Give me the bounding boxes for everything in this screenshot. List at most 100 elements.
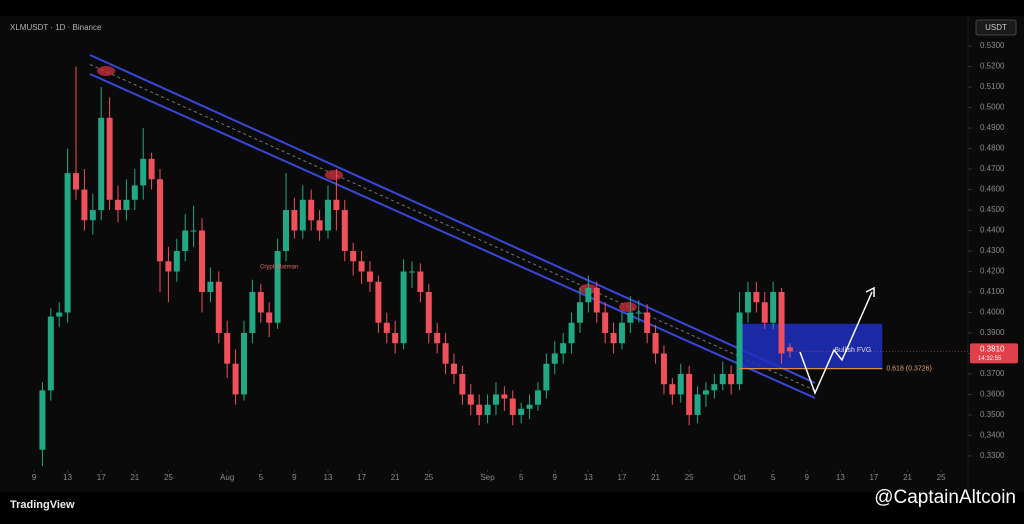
- y-tick-label: 0.4200: [980, 267, 1005, 276]
- x-tick-label: 17: [97, 473, 106, 482]
- candle-body: [73, 173, 80, 190]
- y-tick-label: 0.3600: [980, 390, 1005, 399]
- candle-body: [64, 173, 71, 313]
- candle-body: [551, 353, 558, 364]
- candle-body: [148, 158, 155, 180]
- candle-body: [702, 390, 709, 395]
- candle-body: [299, 199, 306, 231]
- last-price: 0.3810: [980, 345, 1005, 354]
- candle-body: [190, 230, 197, 232]
- candle-body: [560, 343, 567, 354]
- candle-body: [316, 220, 323, 231]
- candle-body: [652, 332, 659, 354]
- candle-body: [106, 117, 113, 200]
- channel-lower: [89, 73, 816, 399]
- channel-upper: [89, 54, 816, 384]
- candle-body: [366, 271, 373, 282]
- candle-body: [207, 281, 214, 292]
- y-tick-label: 0.5100: [980, 82, 1005, 91]
- y-tick-label: 0.3700: [980, 369, 1005, 378]
- fvg-zone: [739, 323, 883, 369]
- candle-body: [753, 291, 760, 303]
- credit: @CaptainAltcoin: [874, 487, 1016, 508]
- fvg-label: Bullish FVG: [834, 347, 871, 354]
- candle-body: [400, 271, 407, 344]
- x-tick-label: 21: [130, 473, 139, 482]
- candle-body: [786, 347, 793, 352]
- candle-body: [576, 302, 583, 323]
- x-tick-label: 13: [324, 473, 333, 482]
- candle-body: [761, 302, 768, 323]
- candle-body: [182, 230, 189, 252]
- author-tag: CryptoBatman: [260, 265, 298, 271]
- chart-title: XLMUSDT · 1D · Binance: [10, 23, 102, 32]
- candle-body: [618, 322, 625, 344]
- candle-body: [232, 363, 239, 395]
- candle-body: [509, 398, 516, 415]
- candle-body: [215, 281, 222, 333]
- projection-arrow: [799, 291, 873, 396]
- candle-body: [165, 261, 172, 272]
- candle-body: [392, 332, 399, 344]
- candle-body: [484, 404, 491, 415]
- candle-body: [282, 210, 289, 252]
- x-tick-label: Aug: [220, 473, 234, 482]
- x-tick-label: 5: [519, 473, 524, 482]
- candle-body: [719, 373, 726, 385]
- y-tick-label: 0.4500: [980, 205, 1005, 214]
- x-tick-label: 5: [259, 473, 264, 482]
- x-tick-label: 9: [805, 473, 810, 482]
- candle-body: [291, 210, 298, 231]
- candle-body: [39, 390, 46, 450]
- candle-body: [341, 210, 348, 252]
- candle-body: [98, 117, 105, 211]
- y-tick-label: 0.3400: [980, 431, 1005, 440]
- candle-body: [660, 353, 667, 385]
- candle-body: [173, 251, 180, 272]
- candle-body: [266, 312, 273, 323]
- y-tick-label: 0.5000: [980, 103, 1005, 112]
- platform-logo: TradingView: [10, 499, 75, 511]
- y-tick-label: 0.3500: [980, 410, 1005, 419]
- candle-body: [677, 373, 684, 395]
- candle-body: [240, 332, 247, 395]
- x-tick-label: 17: [357, 473, 366, 482]
- candle-body: [308, 199, 315, 221]
- candle-body: [198, 230, 205, 292]
- candle-body: [744, 291, 751, 313]
- candle-body: [47, 316, 54, 391]
- candle-body: [89, 210, 96, 221]
- y-tick-label: 0.4700: [980, 164, 1005, 173]
- candle-body: [518, 408, 525, 415]
- y-tick-label: 0.4400: [980, 226, 1005, 235]
- x-tick-label: 5: [771, 473, 776, 482]
- y-tick-label: 0.4600: [980, 185, 1005, 194]
- y-tick-label: 0.4000: [980, 308, 1005, 317]
- x-tick-label: 13: [63, 473, 72, 482]
- x-tick-label: 9: [32, 473, 37, 482]
- candle-body: [434, 332, 441, 344]
- candle-body: [224, 332, 231, 364]
- candle-body: [728, 373, 735, 385]
- candle-body: [644, 312, 651, 333]
- candle-body: [257, 291, 264, 313]
- candle-body: [417, 271, 424, 292]
- candle-body: [778, 291, 785, 354]
- candle-body: [610, 332, 617, 344]
- arrow-head: [865, 286, 875, 297]
- candle-body: [333, 199, 340, 211]
- candle-body: [408, 271, 415, 273]
- candle-body: [534, 390, 541, 405]
- candle-body: [593, 287, 600, 313]
- x-tick-label: 13: [836, 473, 845, 482]
- x-tick-label: 17: [869, 473, 878, 482]
- candle-body: [442, 343, 449, 364]
- y-tick-label: 0.3900: [980, 328, 1005, 337]
- candle-body: [350, 251, 357, 262]
- y-tick-label: 0.4900: [980, 123, 1005, 132]
- unit: USDT: [985, 23, 1007, 32]
- y-tick-label: 0.3300: [980, 451, 1005, 460]
- y-tick-label: 0.4300: [980, 246, 1005, 255]
- candle-body: [686, 373, 693, 415]
- touch-marker: [619, 302, 637, 312]
